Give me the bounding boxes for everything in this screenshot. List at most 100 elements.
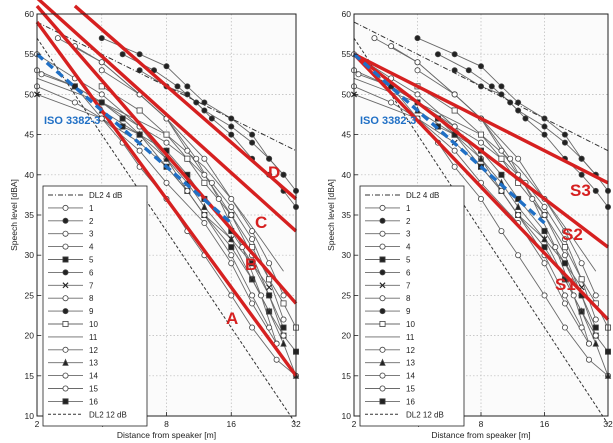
series-13-point	[477, 154, 485, 162]
legend-marker	[62, 256, 69, 263]
series-9-point	[541, 123, 548, 130]
x-tick-label: 2	[352, 419, 357, 429]
red-line-label-S2: S2	[562, 225, 583, 244]
series-8-point	[280, 292, 287, 299]
legend-label: 12	[406, 346, 415, 355]
series-15-point	[98, 67, 105, 74]
series-10-point	[578, 276, 585, 283]
series-2-point	[201, 99, 208, 106]
y-axis-label: Speech level [dBA]	[9, 179, 19, 251]
series-9-point	[266, 155, 273, 162]
legend-marker	[379, 256, 386, 263]
series-1-point	[249, 324, 256, 331]
y-tick-label: 10	[25, 411, 35, 421]
legend-marker	[62, 320, 69, 327]
red-line-label-S3: S3	[570, 181, 591, 200]
legend-label: 13	[89, 359, 98, 368]
series-6-point	[228, 131, 235, 138]
series-2-point	[98, 35, 105, 42]
series-14-point	[561, 300, 568, 307]
series-1-point	[585, 356, 592, 363]
legend-label: 2	[406, 217, 411, 226]
series-12-point	[266, 324, 273, 331]
iso-line-label: ISO 3382-3	[360, 115, 416, 127]
legend-label: DL2 12 dB	[406, 410, 444, 419]
series-1-point	[355, 71, 362, 78]
series-6-point	[541, 131, 548, 138]
legend-label: 1	[406, 204, 411, 213]
series-line-1	[358, 73, 609, 377]
series-10-point	[477, 131, 484, 138]
series-14-point	[136, 147, 143, 154]
legend-label: DL2 12 dB	[89, 410, 127, 419]
red-line-S1	[352, 53, 610, 321]
y-tick-label: 60	[342, 9, 352, 19]
series-15-point	[498, 147, 505, 154]
legend-marker	[62, 372, 69, 379]
legend-marker	[379, 204, 386, 211]
red-line-B	[35, 4, 298, 305]
series-12-point	[515, 211, 522, 218]
red-line-label-B: B	[245, 255, 257, 274]
x-tick-label: 32	[603, 419, 613, 429]
x-tick-label: 8	[164, 419, 169, 429]
legend-box	[42, 185, 148, 427]
reference-line-DL2-12-dB	[353, 37, 609, 425]
series-13-point	[228, 234, 235, 243]
series-3-point	[208, 179, 215, 186]
series-1-point	[273, 356, 280, 363]
series-9-point	[228, 123, 235, 130]
legend-marker	[62, 295, 69, 302]
legend-label: 7	[406, 281, 411, 290]
legend-label: 12	[89, 346, 98, 355]
legend-marker	[379, 217, 386, 224]
series-4-point	[371, 35, 378, 42]
x-tick-label: 16	[227, 419, 237, 429]
reference-line-DL2-4-dB	[353, 21, 609, 152]
series-10-point	[280, 300, 287, 307]
legend-label: 15	[89, 385, 98, 394]
x-tick-label: 2	[35, 419, 40, 429]
series-1-point	[451, 163, 458, 170]
series-16-point	[249, 260, 256, 267]
legend-label: 14	[89, 372, 98, 381]
legend-label: 16	[406, 397, 415, 406]
series-16-point	[266, 292, 273, 299]
legend-label: 7	[89, 281, 94, 290]
series-4-point	[507, 155, 514, 162]
series-7-point	[266, 284, 273, 291]
series-12-point	[414, 91, 421, 98]
legend-label: 13	[406, 359, 415, 368]
legend-label: 3	[89, 230, 94, 239]
iso-line	[35, 52, 233, 225]
series-14-point	[249, 300, 256, 307]
legend-label: 16	[89, 397, 98, 406]
series-6-point	[119, 51, 126, 58]
legend-marker	[62, 398, 69, 405]
series-8-point	[561, 228, 568, 235]
series-3-point	[249, 236, 256, 243]
series-1-point	[561, 324, 568, 331]
legend-label: 9	[89, 307, 94, 316]
legend-marker	[379, 358, 386, 366]
series-14-point	[98, 115, 105, 122]
series-15-point	[228, 211, 235, 218]
y-tick-label: 40	[25, 170, 35, 180]
legend-marker	[62, 346, 69, 353]
series-4-point	[54, 35, 61, 42]
series-16-point	[515, 195, 522, 202]
series-13-point	[265, 307, 273, 315]
series-14-point	[163, 179, 170, 186]
series-14-point	[228, 260, 235, 267]
series-14-point	[71, 99, 78, 106]
series-2-point	[136, 51, 143, 58]
series-12-point	[184, 187, 191, 194]
series-12-point	[98, 91, 105, 98]
legend-marker	[379, 230, 386, 237]
legend-marker	[379, 398, 386, 405]
series-6-point	[578, 171, 585, 178]
legend-marker	[379, 269, 386, 276]
